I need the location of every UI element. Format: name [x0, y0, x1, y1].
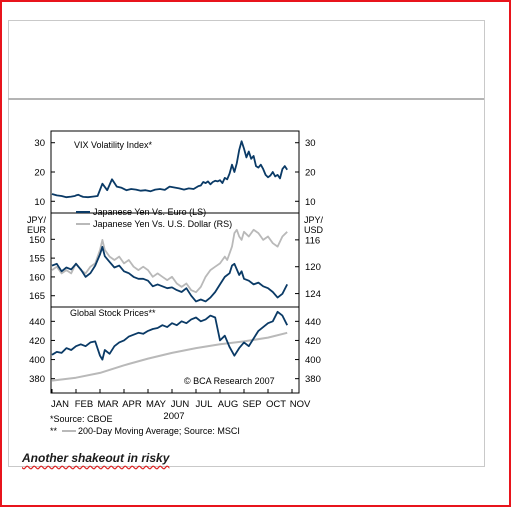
x-tick-label: JAN [51, 399, 69, 410]
legend-label: Japanese Yen Vs. Euro (LS) [93, 207, 206, 217]
stocks-panel-title: Global Stock Prices** [70, 308, 156, 318]
x-tick-label: JUN [171, 399, 190, 410]
y-tick-label-left: 155 [29, 254, 45, 265]
x-tick-label: AUG [218, 399, 239, 410]
x-axis-year-label: 2007 [163, 411, 184, 422]
y-tick-label-right: 380 [305, 374, 321, 385]
yen-eur-series-line [51, 245, 289, 303]
y-tick-label-right: 30 [305, 138, 316, 149]
x-tick-label: SEP [242, 399, 261, 410]
footnote-marker: ** [50, 426, 58, 436]
x-tick-label: OCT [266, 399, 286, 410]
y-tick-label-left: 400 [29, 355, 45, 366]
x-tick-label: MAY [146, 399, 167, 410]
y-tick-label-right: 420 [305, 336, 321, 347]
vix-panel-title: VIX Volatility Index* [74, 140, 153, 150]
yen-left-unit-label: JPY/ [27, 215, 47, 225]
y-tick-label-left: 380 [29, 374, 45, 385]
y-tick-label-left: 10 [34, 197, 45, 208]
legend-label: Japanese Yen Vs. U.S. Dollar (RS) [93, 219, 232, 229]
y-tick-label-right: 10 [305, 197, 316, 208]
y-tick-label-left: 420 [29, 336, 45, 347]
y-tick-label-left: 165 [29, 291, 45, 302]
vix-series-line [51, 140, 288, 199]
x-tick-label: APR [122, 399, 142, 410]
x-tick-label: JUL [196, 399, 213, 410]
y-tick-label-left: 30 [34, 138, 45, 149]
y-tick-label-right: 20 [305, 168, 316, 179]
y-tick-label-right: 120 [305, 262, 321, 273]
plot-frame [50, 130, 300, 394]
y-tick-label-right: 400 [305, 355, 321, 366]
x-tick-label: MAR [97, 399, 118, 410]
yen-right-unit-label: JPY/ [304, 215, 324, 225]
caption-text: Another shakeout in risky [22, 451, 170, 465]
x-tick-label: FEB [75, 399, 93, 410]
yen-right-unit-label: USD [304, 225, 324, 235]
y-tick-label-right: 116 [305, 235, 320, 246]
stock-prices-series-line [51, 310, 289, 361]
x-tick-label: NOV [290, 399, 311, 410]
y-tick-label-left: 150 [29, 235, 45, 246]
y-tick-label-left: 20 [34, 168, 45, 179]
footnote-vix-source: *Source: CBOE [50, 414, 113, 424]
y-tick-label-left: 160 [29, 272, 45, 283]
copyright-annotation: © BCA Research 2007 [184, 376, 275, 386]
y-tick-label-left: 440 [29, 317, 45, 328]
y-tick-label-right: 124 [305, 289, 321, 300]
header-divider [8, 98, 484, 100]
y-tick-label-right: 440 [305, 317, 321, 328]
footnote-ma-note: 200-Day Moving Average; Source: MSCI [78, 426, 240, 436]
yen-left-unit-label: EUR [27, 225, 47, 235]
